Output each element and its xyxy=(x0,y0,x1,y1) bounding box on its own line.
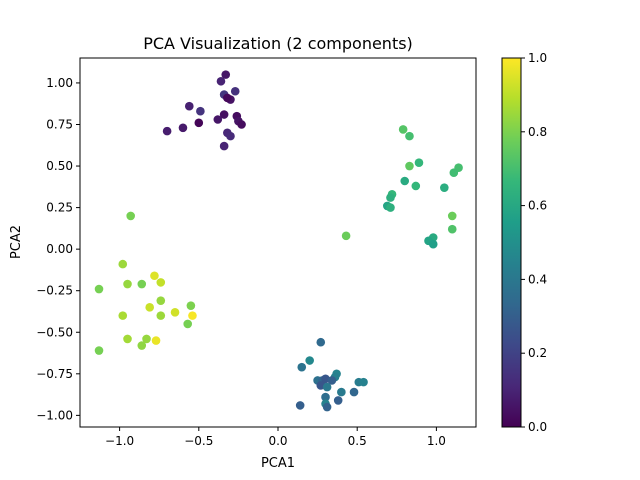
scatter-point xyxy=(196,106,205,116)
scatter-point xyxy=(156,278,166,287)
colorbar-tick-label: 0.2 xyxy=(528,346,547,360)
scatter-point xyxy=(170,308,180,317)
x-axis-ticks: −1.0 −0.5 0.0 0.5 1.0 xyxy=(105,427,446,448)
x-tick-label: −0.5 xyxy=(184,434,213,448)
scatter-point xyxy=(137,279,147,289)
chart-title: PCA Visualization (2 components) xyxy=(143,34,413,53)
y-tick-label: 0.50 xyxy=(46,159,73,173)
y-tick-label: 1.00 xyxy=(46,76,73,90)
colorbar-tick-label: 0.0 xyxy=(528,420,547,434)
scatter-point xyxy=(219,141,229,151)
scatter-point xyxy=(183,319,193,329)
y-tick-label: −0.50 xyxy=(36,325,73,339)
scatter-point xyxy=(237,120,246,129)
scatter-point xyxy=(333,396,343,405)
scatter-point xyxy=(295,401,305,410)
scatter-point xyxy=(118,259,128,269)
y-tick-label: −0.25 xyxy=(36,284,73,298)
y-axis-ticks: −1.00 −0.75 −0.50 −0.25 0.00 0.25 0.50 0.75 1.00 xyxy=(36,76,80,422)
scatter-point xyxy=(322,382,332,392)
y-axis-label: PCA2 xyxy=(9,225,24,259)
scatter-point xyxy=(405,161,414,171)
scatter-point xyxy=(428,239,438,249)
scatter-point xyxy=(151,336,161,345)
scatter-point xyxy=(123,334,132,344)
y-tick-label: 0.75 xyxy=(46,117,73,131)
colorbar xyxy=(501,57,522,428)
scatter-point xyxy=(341,231,351,241)
scatter-point xyxy=(142,334,151,344)
scatter-point xyxy=(156,296,166,305)
scatter-point xyxy=(223,93,232,103)
scatter-point xyxy=(359,377,368,387)
scatter-point xyxy=(447,224,457,234)
scatter-point xyxy=(94,346,104,355)
scatter-point xyxy=(297,362,307,372)
scatter-point xyxy=(194,118,204,128)
x-tick-label: −1.0 xyxy=(105,434,134,448)
colorbar-tick-label: 0.6 xyxy=(528,199,547,213)
scatter-point xyxy=(349,387,359,397)
scatter-point xyxy=(449,168,459,177)
scatter-point xyxy=(398,125,408,134)
scatter-point xyxy=(216,76,226,86)
colorbar-ticks: 0.0 0.2 0.4 0.6 0.8 1.0 xyxy=(521,51,547,434)
scatter-point xyxy=(118,311,128,320)
x-axis-label: PCA1 xyxy=(261,456,295,471)
colorbar-tick-label: 0.8 xyxy=(528,125,547,139)
scatter-point xyxy=(226,131,235,141)
scatter-point xyxy=(123,279,132,289)
x-tick-label: 1.0 xyxy=(427,434,446,448)
x-tick-label: 0.5 xyxy=(348,434,367,448)
x-tick-label: 0.0 xyxy=(268,434,287,448)
y-tick-label: 0.25 xyxy=(46,201,73,215)
scatter-point xyxy=(386,203,395,212)
scatter-point xyxy=(150,271,159,281)
scatter-point xyxy=(162,126,172,136)
scatter-point xyxy=(386,193,395,202)
scatter-point xyxy=(145,303,154,312)
scatter-point xyxy=(221,70,231,79)
scatter-point xyxy=(186,301,196,310)
scatter-point xyxy=(440,183,449,192)
scatter-point xyxy=(305,356,314,365)
y-tick-label: −1.00 xyxy=(36,408,73,422)
scatter-point xyxy=(184,101,194,111)
scatter-point xyxy=(178,123,188,133)
scatter-marks xyxy=(94,70,463,412)
scatter-point xyxy=(400,176,410,186)
scatter-point xyxy=(411,181,421,191)
scatter-point xyxy=(94,284,104,294)
scatter-point xyxy=(156,311,166,320)
scatter-point xyxy=(405,131,414,141)
scatter-point xyxy=(213,115,223,124)
y-tick-label: −0.75 xyxy=(36,367,73,381)
scatter-point xyxy=(322,402,332,412)
scatter-point xyxy=(126,211,135,221)
axes-frame xyxy=(79,57,477,428)
colorbar-tick-label: 1.0 xyxy=(528,51,547,65)
scatter-point xyxy=(230,86,240,96)
scatter-point xyxy=(188,311,197,320)
scatter-point xyxy=(414,158,424,168)
colorbar-tick-label: 0.4 xyxy=(528,272,547,286)
scatter-point xyxy=(219,110,229,119)
scatter-point xyxy=(137,341,147,350)
scatter-point xyxy=(321,392,330,402)
scatter-point xyxy=(337,387,346,397)
y-tick-label: 0.00 xyxy=(46,242,73,256)
scatter-point xyxy=(327,376,337,385)
scatter-point xyxy=(316,337,326,347)
scatter-point xyxy=(447,211,457,221)
